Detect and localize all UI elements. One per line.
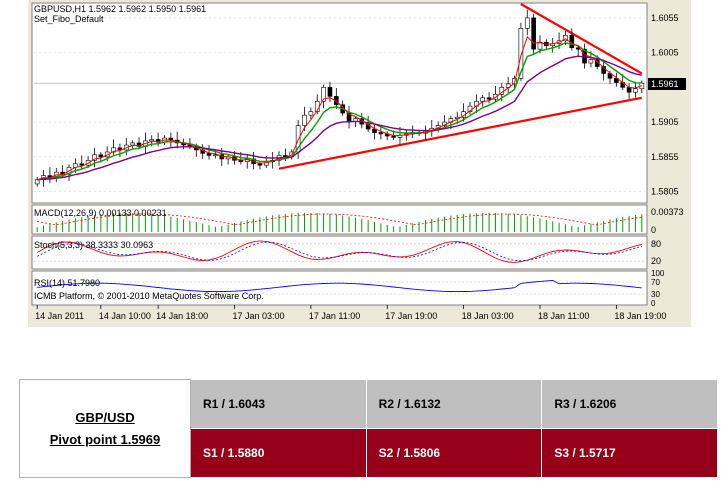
macd-tick-label: 0.00373 <box>651 207 684 217</box>
chart-canvas: 1.6055 1.6005 1.5905 1.5855 1.5805 14 Jan 201… <box>28 0 691 327</box>
candle-body <box>480 97 486 102</box>
candle-body <box>505 83 511 88</box>
current-price-label: 1.5961 <box>651 79 679 89</box>
current-price-tag <box>648 78 686 90</box>
candle-body <box>302 114 307 126</box>
s1-cell: S1 / 1.5880 <box>190 428 367 478</box>
pair-label: GBP/USD <box>75 409 135 425</box>
rsi-tick-label: 30 <box>651 290 660 299</box>
template-label: Set_Fibo_Default <box>34 14 104 24</box>
stoch-pane <box>31 235 648 270</box>
candle-body <box>308 111 314 116</box>
candle-body <box>34 179 40 185</box>
time-tick-label: 18 Jan 03:00 <box>462 311 514 321</box>
candle-body <box>327 87 333 97</box>
candle-body <box>283 155 288 158</box>
s3-cell: S3 / 1.5717 <box>541 428 718 478</box>
copyright-label: ICMB Platform, © 2001-2010 MetaQuotes So… <box>34 291 264 301</box>
ma-fast-line <box>37 42 642 181</box>
price-tick-label: 1.5855 <box>651 152 679 162</box>
s2-cell: S2 / 1.5806 <box>365 428 543 478</box>
time-tick-label: 18 Jan 11:00 <box>538 311 589 321</box>
rsi-tick-label: 70 <box>651 278 660 287</box>
candle-body <box>117 147 123 151</box>
price-tick-label: 1.5805 <box>651 187 679 197</box>
time-tick-label: 14 Jan 10:00 <box>99 311 151 321</box>
stoch-tick-label: 20 <box>651 256 661 266</box>
macd-label: MACD(12,26,9) 0.00133 0.00231 <box>34 208 167 218</box>
rsi-tick-label: 0 <box>651 299 656 308</box>
macd-signal-line <box>37 213 642 226</box>
symbol-line: GBPUSD,H1 1.5962 1.5962 1.5950 1.5961 <box>34 4 206 14</box>
r3-cell: R3 / 1.6206 <box>541 379 718 429</box>
trendline-upper <box>520 3 643 75</box>
macd-pane <box>31 204 648 235</box>
macd-tick-label: 0 <box>651 225 656 235</box>
candle-body <box>614 78 619 83</box>
candle-body <box>257 163 263 166</box>
rsi-tick-label: 100 <box>651 269 665 278</box>
candle-body <box>378 132 384 135</box>
pivot-point-label: Pivot point 1.5969 <box>49 431 161 447</box>
stoch-label: Stoch(5,3,3) 38.3333 30.0963 <box>34 240 153 250</box>
time-tick-label: 14 Jan 18:00 <box>156 311 208 321</box>
resistance-row: GBP/USD Pivot point 1.5969 R1 / 1.6043 R… <box>19 379 718 478</box>
price-tick-label: 1.5905 <box>651 117 679 127</box>
r2-cell: R2 / 1.6132 <box>365 379 543 429</box>
time-tick-label: 18 Jan 19:00 <box>614 311 666 321</box>
time-tick-label: 14 Jan 2011 <box>35 311 84 321</box>
rsi-label: RSI(14) 51.7980 <box>34 278 100 288</box>
candle-body <box>321 87 326 102</box>
candle-body <box>130 142 135 146</box>
support-row: S1 / 1.5880 S2 / 1.5806 S3 / 1.5717 <box>20 428 718 478</box>
candle-body <box>518 28 524 79</box>
trendline-lower <box>278 96 643 170</box>
ma-slow-line <box>37 55 642 181</box>
candle-body <box>626 87 632 93</box>
ma-red-line <box>37 35 642 181</box>
price-pane <box>31 2 648 204</box>
candle-body <box>633 88 638 93</box>
candle-body <box>588 59 594 64</box>
time-tick-label: 17 Jan 11:00 <box>309 311 360 321</box>
time-tick-label: 17 Jan 03:00 <box>232 311 284 321</box>
candle-body <box>582 48 587 64</box>
stoch-signal-line <box>37 241 642 262</box>
pivot-table: GBP/USD Pivot point 1.5969 R1 / 1.6043 R… <box>19 379 718 478</box>
candle-body <box>149 139 155 142</box>
r1-cell: R1 / 1.6043 <box>190 379 367 429</box>
candle-body <box>569 34 575 49</box>
price-chart[interactable]: 1.6055 1.6005 1.5905 1.5855 1.5805 14 Jan 201… <box>28 0 691 327</box>
candle-body <box>206 153 212 156</box>
rsi-pane <box>31 270 648 306</box>
candle-body <box>563 34 568 42</box>
candle-body <box>601 66 606 74</box>
candle-body <box>79 163 85 166</box>
pair-cell: GBP/USD Pivot point 1.5969 <box>19 379 191 478</box>
price-tick-label: 1.6005 <box>651 48 679 58</box>
rsi-line <box>37 279 642 293</box>
time-tick-label: 17 Jan 19:00 <box>385 311 437 321</box>
candle-body <box>92 154 97 161</box>
candle-body <box>98 154 104 158</box>
candle-body <box>531 17 536 50</box>
stoch-tick-label: 80 <box>651 239 661 249</box>
candle-body <box>391 135 396 138</box>
price-tick-label: 1.6055 <box>651 13 679 23</box>
candle-body <box>213 154 218 157</box>
candle-body <box>486 97 492 100</box>
candle-body <box>524 17 530 29</box>
